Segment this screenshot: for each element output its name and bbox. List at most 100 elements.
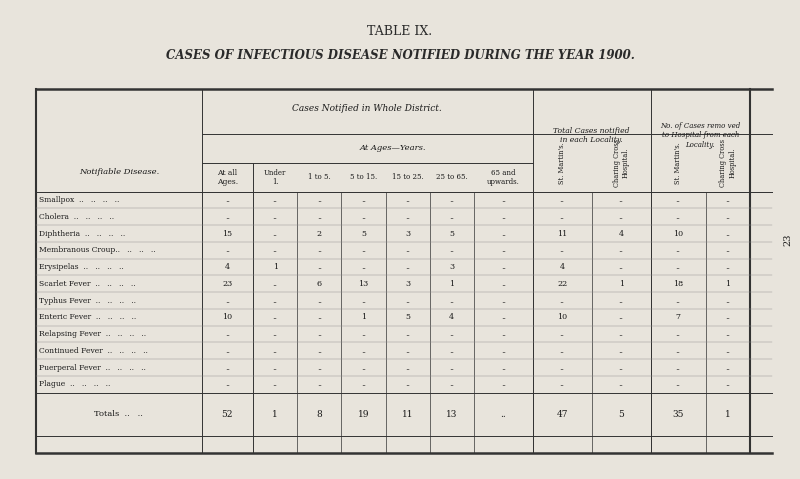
Text: ..: .. [501,246,506,254]
Text: ..: .. [501,330,506,338]
Text: ..: .. [361,347,366,355]
Text: 5: 5 [405,313,410,321]
Text: ..: .. [501,196,506,204]
Text: ..: .. [405,364,410,372]
Text: 1 to 5.: 1 to 5. [308,173,330,181]
Text: 3: 3 [405,229,410,238]
Text: Charing Cross
Hospital.: Charing Cross Hospital. [613,139,630,187]
Text: ..: .. [273,297,278,305]
Text: Cholera  ..   ..   ..   ..: Cholera .. .. .. .. [39,213,114,221]
Text: 1: 1 [272,410,278,419]
Text: ..: .. [618,246,624,254]
Text: CASES OF INFECTIOUS DISEASE NOTIFIED DURING THE YEAR 1900.: CASES OF INFECTIOUS DISEASE NOTIFIED DUR… [166,48,634,62]
Text: ..: .. [361,330,366,338]
Text: ..: .. [361,297,366,305]
Text: ..: .. [618,380,624,388]
Text: 1: 1 [725,410,730,419]
Text: 11: 11 [402,410,414,419]
Text: ..: .. [676,246,681,254]
Text: ..: .. [273,229,278,238]
Text: ..: .. [726,364,730,372]
Text: 65 and
upwards.: 65 and upwards. [487,169,520,186]
Text: 1: 1 [726,280,730,288]
Text: ..: .. [450,196,454,204]
Text: ..: .. [317,263,322,271]
Text: 15: 15 [222,229,233,238]
Text: 5: 5 [450,229,454,238]
Text: 4: 4 [618,229,624,238]
Text: ..: .. [317,380,322,388]
Text: 10: 10 [222,313,233,321]
Text: ..: .. [450,297,454,305]
Text: ..: .. [225,364,230,372]
Text: 52: 52 [222,410,233,419]
Text: ..: .. [726,213,730,221]
Text: ..: .. [405,347,410,355]
Text: ..: .. [405,263,410,271]
Text: ..: .. [676,364,681,372]
Text: ..: .. [405,380,410,388]
Text: ..: .. [501,410,506,419]
Text: 23: 23 [222,280,233,288]
Text: ..: .. [618,364,624,372]
Text: ..: .. [225,347,230,355]
Text: 11: 11 [557,229,567,238]
Text: 19: 19 [358,410,370,419]
Text: ..: .. [361,246,366,254]
Text: ..: .. [317,213,322,221]
Text: 1: 1 [618,280,624,288]
Text: ..: .. [361,213,366,221]
Text: ..: .. [560,330,565,338]
Text: ..: .. [618,313,624,321]
Text: ..: .. [225,246,230,254]
Text: 5 to 15.: 5 to 15. [350,173,377,181]
Text: ..: .. [450,380,454,388]
Text: St. Martin's.: St. Martin's. [674,142,682,184]
Text: ..: .. [726,263,730,271]
Text: 1: 1 [450,280,454,288]
Text: ..: .. [225,380,230,388]
Text: ..: .. [317,330,322,338]
Text: ..: .. [405,330,410,338]
Text: ..: .. [225,330,230,338]
Text: ..: .. [225,196,230,204]
Text: At all
Ages.: At all Ages. [217,169,238,186]
Text: ..: .. [560,380,565,388]
Text: 18: 18 [673,280,683,288]
Text: ..: .. [273,196,278,204]
Text: At Ages—Years.: At Ages—Years. [360,145,426,152]
Text: ..: .. [726,380,730,388]
Text: Relapsing Fever  ..   ..   ..   ..: Relapsing Fever .. .. .. .. [39,330,146,338]
Text: ..: .. [560,297,565,305]
Text: 1: 1 [273,263,278,271]
Text: ..: .. [501,229,506,238]
Text: ..: .. [361,364,366,372]
Text: ..: .. [405,246,410,254]
Text: ..: .. [450,213,454,221]
Text: 22: 22 [557,280,567,288]
Text: ..: .. [273,280,278,288]
Text: ..: .. [450,364,454,372]
Text: Typhus Fever  ..   ..   ..   ..: Typhus Fever .. .. .. .. [39,297,136,305]
Text: ..: .. [676,330,681,338]
Text: 3: 3 [405,280,410,288]
Text: ..: .. [317,313,322,321]
Text: ..: .. [273,330,278,338]
Text: ..: .. [405,196,410,204]
Text: Erysipelas  ..   ..   ..   ..: Erysipelas .. .. .. .. [39,263,124,271]
Text: 3: 3 [450,263,454,271]
Text: ..: .. [450,347,454,355]
Text: ..: .. [317,297,322,305]
Text: ..: .. [317,364,322,372]
Text: ..: .. [501,380,506,388]
Text: ..: .. [273,364,278,372]
Text: ..: .. [501,347,506,355]
Text: Notifiable Disease.: Notifiable Disease. [78,169,159,176]
Text: ..: .. [273,246,278,254]
Text: TABLE IX.: TABLE IX. [367,24,433,38]
Text: 13: 13 [446,410,458,419]
Text: ..: .. [501,280,506,288]
Text: No. of Cases remo ved
to Hospital from each
Locality.: No. of Cases remo ved to Hospital from e… [660,122,740,148]
Text: ..: .. [726,330,730,338]
Text: Total Cases notified
in each Locality.: Total Cases notified in each Locality. [554,127,630,144]
